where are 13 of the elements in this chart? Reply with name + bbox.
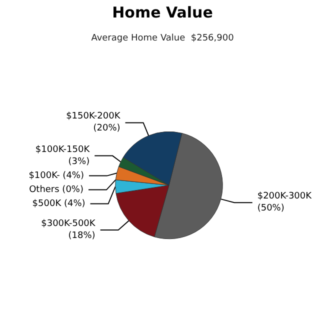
slice-label: $150K-200K	[66, 112, 122, 122]
slice-label: $500K (4%)	[32, 198, 86, 209]
slice-label: $200K-300K	[257, 192, 313, 202]
data-label: (18%)	[68, 231, 96, 242]
data-label: (20%)	[93, 124, 120, 134]
data-label: (50%)	[257, 204, 284, 214]
slice-label: $100K- (4%)	[28, 170, 84, 181]
chart-title: Home Value	[112, 4, 213, 22]
legend-label: Others (0%)	[29, 184, 84, 195]
chart-subtitle: Average Home Value $256,900	[91, 34, 234, 44]
slice-label: $300K-500K	[41, 219, 96, 230]
data-label: (3%)	[68, 156, 90, 167]
slice-label: $100K-150K	[35, 144, 91, 155]
